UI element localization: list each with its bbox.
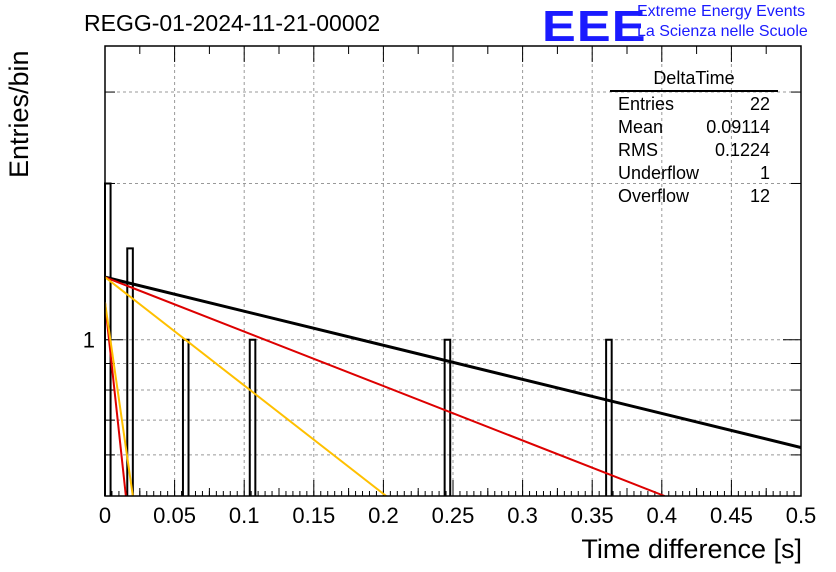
fit-line-4 xyxy=(105,302,134,496)
logo-line-1: Extreme Energy Events xyxy=(637,3,806,20)
x-tick-label: 0.25 xyxy=(432,503,475,528)
x-tick-label: 0.3 xyxy=(507,503,538,528)
x-tick-label: 0.15 xyxy=(292,503,335,528)
x-tick-label: 0.1 xyxy=(229,503,260,528)
x-axis-label: Time difference [s] xyxy=(581,534,802,564)
stats-row-underflow: Underflow 1 xyxy=(618,163,770,183)
x-tick-label: 0.2 xyxy=(368,503,399,528)
stats-box: DeltaTime Entries 22 Mean 0.09114 RMS 0.122… xyxy=(610,68,778,208)
histogram-bin-4 xyxy=(443,338,452,496)
chart-title: REGG-01-2024-11-21-00002 xyxy=(84,10,381,36)
stats-row-entries: Entries 22 xyxy=(618,94,770,114)
x-tick-label: 0.5 xyxy=(786,503,817,528)
histogram-bin-1 xyxy=(126,247,134,496)
fit-line-2 xyxy=(105,276,387,496)
stats-row-overflow: Overflow 12 xyxy=(618,186,770,206)
fit-line-3 xyxy=(105,302,127,496)
x-tick-label: 0.4 xyxy=(647,503,678,528)
plot-frame xyxy=(104,45,802,497)
stats-title: DeltaTime xyxy=(610,68,778,92)
y-axis-label: Entries/bin xyxy=(4,50,34,178)
fit-line-0 xyxy=(105,275,801,449)
stats-row-mean: Mean 0.09114 xyxy=(618,117,770,137)
x-tick-label: 0 xyxy=(99,503,111,528)
histogram-bin-5 xyxy=(605,338,613,496)
fit-line-1 xyxy=(105,276,665,496)
x-tick-label: 0.05 xyxy=(153,503,196,528)
histogram-bin-3 xyxy=(248,338,257,496)
stats-row-rms: RMS 0.1224 xyxy=(618,140,770,160)
x-tick-label: 0.35 xyxy=(571,503,614,528)
y-tick-label: 1 xyxy=(83,328,95,353)
logo-line-2: La Scienza nelle Scuole xyxy=(637,23,808,40)
x-tick-label: 0.45 xyxy=(710,503,753,528)
eee-logo: EEE xyxy=(542,2,647,51)
